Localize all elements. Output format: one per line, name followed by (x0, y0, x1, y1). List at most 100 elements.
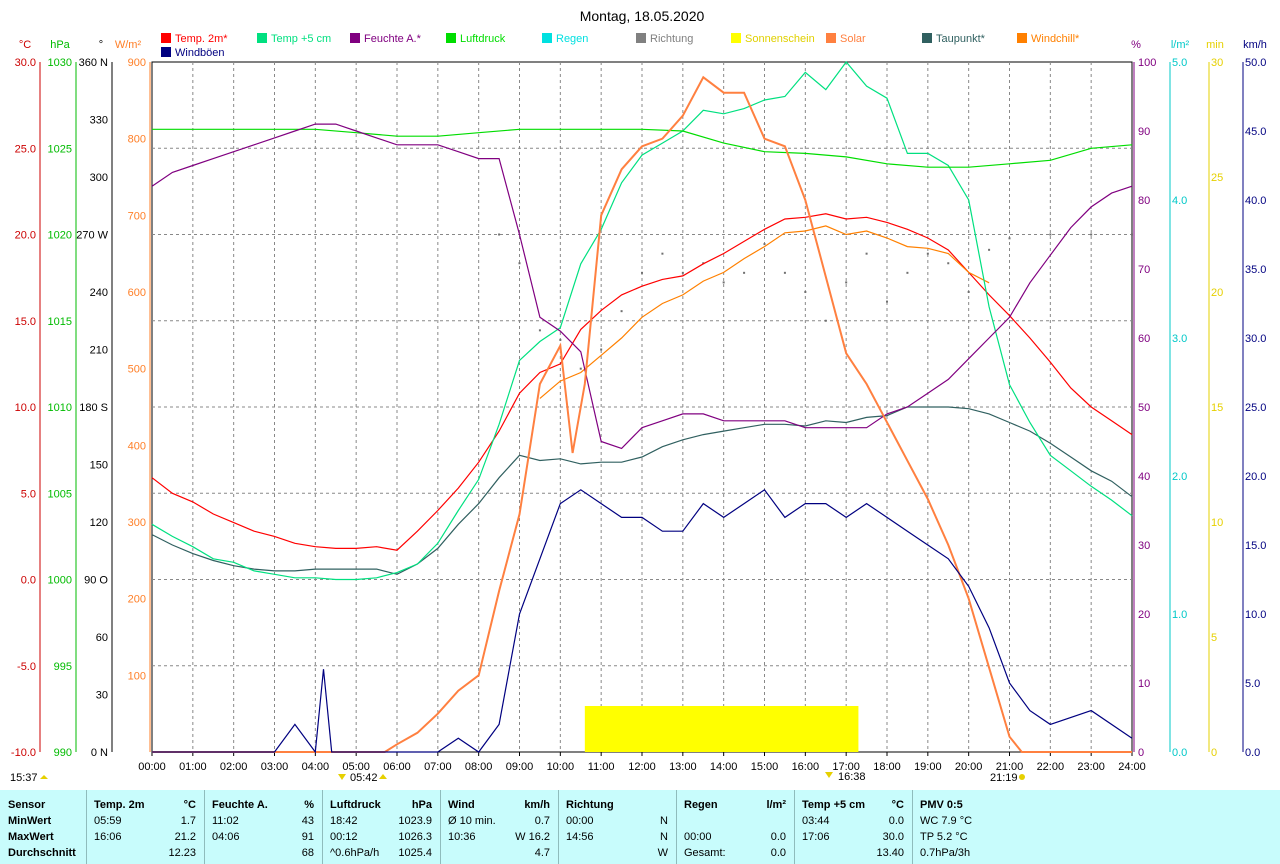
summary-cell-value: N (660, 815, 668, 827)
axis-tick: 0 (1138, 747, 1144, 759)
summary-cell-time: 14:56 (566, 831, 594, 843)
summary-cell-time: 00:12 (330, 831, 358, 843)
direction-point (1008, 237, 1011, 240)
summary-cell-time: 00:00 (566, 815, 594, 827)
summary-column-header: Wind (448, 799, 475, 811)
summary-row-label: Sensor (8, 799, 46, 811)
time-tick-label: 05:00 (342, 761, 370, 773)
legend-label: Feuchte A.* (364, 33, 422, 45)
axis-tick: 300 (128, 517, 146, 529)
direction-point (620, 310, 623, 313)
axis-tick: 30.0 (15, 57, 36, 69)
summary-cell-value: 0.7 (534, 815, 550, 827)
legend-swatch (1017, 33, 1027, 43)
summary-column-header: Temp. 2m (94, 799, 145, 811)
axis-tick: 1020 (48, 230, 72, 242)
axis-tick: 45.0 (1245, 126, 1266, 138)
axis-tick: -10.0 (11, 747, 36, 759)
axis-unit: km/h (1243, 39, 1267, 51)
axis-tick: 5.0 (1172, 57, 1187, 69)
weather-chart: Montag, 18.05.2020 Temp. 2m* Temp +5 cm Fe… (10, 8, 1267, 784)
series-luftdruck (152, 128, 1133, 168)
direction-point (1090, 233, 1093, 236)
axis-tick: 30 (1138, 540, 1150, 552)
summary-column-separator (794, 790, 795, 864)
axis-tick: 35.0 (1245, 264, 1266, 276)
axis-tick: 995 (54, 661, 72, 673)
summary-column-unit: °C (183, 799, 196, 811)
summary-cell-time: WC 7.9 °C (920, 815, 973, 827)
sunrise-up-icon (379, 774, 387, 779)
axis-tick: 40 (1138, 471, 1150, 483)
time-tick-label: 10:00 (547, 761, 575, 773)
time-tick-label: 07:00 (424, 761, 452, 773)
marker-left-icon (40, 775, 48, 779)
legend-swatch (257, 33, 267, 43)
axis-tick: 0.0 (1245, 747, 1260, 759)
axis-tick: 700 (128, 210, 146, 222)
summary-column-separator (86, 790, 87, 864)
axis-unit: °C (19, 39, 31, 51)
axis-tick: 900 (128, 57, 146, 69)
axis-tick: 25 (1211, 172, 1223, 184)
axis-tick: -5.0 (17, 661, 36, 673)
summary-column-unit: l/m² (766, 799, 786, 811)
axis-tick: 1015 (48, 316, 72, 328)
series-windchill (539, 225, 990, 399)
grid (151, 61, 1133, 753)
summary-cell-value: 21.2 (174, 831, 196, 843)
summary-row-label: Durchschnitt (8, 847, 76, 859)
axis-tick: 500 (128, 364, 146, 376)
axis-tick: 210 (90, 345, 108, 357)
axis-tick: 120 (90, 517, 108, 529)
marker-left-time: 15:37 (10, 772, 38, 784)
axis-tick: 25.0 (15, 143, 36, 155)
axis-tick: 15 (1211, 402, 1223, 414)
summary-cell-value: 0.0 (770, 831, 786, 843)
summary-cell-time: ^0.6hPa/h (330, 847, 380, 859)
direction-point (886, 300, 888, 303)
direction-point (498, 233, 501, 236)
time-tick-label: 13:00 (669, 761, 697, 773)
axis-unit: W/m² (115, 39, 142, 51)
summary-cell-value: N (660, 831, 668, 843)
axis-tick: 0.0 (21, 575, 36, 587)
summary-cell-value: 30.0 (882, 831, 904, 843)
axis-tick: 180 S (79, 402, 108, 414)
legend-swatch (161, 33, 171, 43)
time-tick-label: 01:00 (179, 761, 207, 773)
summary-row-label: MinWert (8, 815, 52, 827)
axis-tick: 100 (1138, 57, 1156, 69)
direction-point (600, 348, 603, 351)
direction-point (804, 291, 807, 293)
axis-tick: 60 (1138, 333, 1150, 345)
direction-point (743, 271, 746, 274)
time-markers: 15:37 05:42 16:38 21:19 (10, 771, 1025, 784)
sunset-time: 21:19 (990, 772, 1018, 784)
axis-tick: 600 (128, 287, 146, 299)
time-tick-label: 20:00 (955, 761, 983, 773)
axis-tick: 3.0 (1172, 333, 1187, 345)
axis-tick: 50.0 (1245, 57, 1266, 69)
legend-label: Regen (556, 33, 588, 45)
legend-label: Sonnenschein (745, 33, 815, 45)
chart-title: Montag, 18.05.2020 (580, 8, 705, 24)
time-tick-label: 00:00 (138, 761, 166, 773)
summary-column-unit: km/h (524, 799, 550, 811)
summary-column-unit: hPa (411, 799, 432, 811)
sunrise-time: 05:42 (350, 772, 378, 784)
axis-tick: 1025 (48, 143, 72, 155)
sunrise-icon (338, 774, 346, 780)
legend-swatch (350, 33, 360, 43)
summary-cell-value: 68 (301, 847, 314, 859)
sunshine-bar (584, 706, 859, 752)
summary-cell-time: Gesamt: (684, 847, 726, 859)
axis-tick: 30 (1211, 57, 1223, 69)
summary-cell-value: 0.0 (888, 815, 904, 827)
summary-cell-time: 10:36 (448, 831, 476, 843)
legend-label: Temp +5 cm (271, 33, 331, 45)
direction-point (763, 243, 766, 246)
axis-tick: 270 W (76, 230, 108, 242)
time-tick-label: 02:00 (220, 761, 248, 773)
summary-cell-value: W 16.2 (515, 831, 550, 843)
